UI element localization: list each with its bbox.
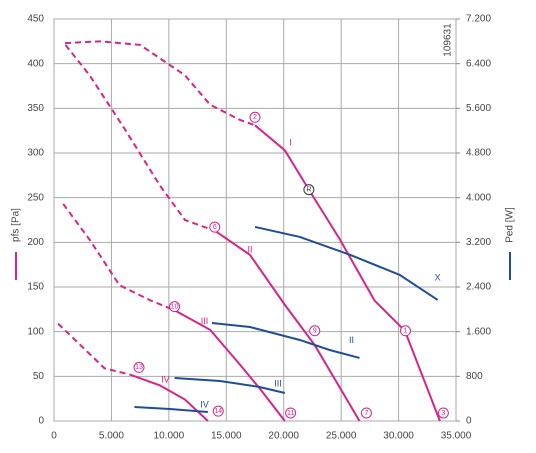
- y2-tick-label: 1.600: [466, 326, 491, 337]
- annotation: 13: [135, 364, 143, 371]
- curve: [211, 321, 360, 359]
- y2-axis-label: Ped [W]: [505, 207, 516, 243]
- label-circle: [249, 111, 261, 123]
- y-tick-label: 350: [27, 103, 44, 114]
- annotation: III: [274, 379, 282, 389]
- annotation: X: [435, 272, 441, 282]
- annotation: I: [289, 138, 292, 148]
- y2-tick-label: 0: [466, 416, 472, 427]
- curve: [174, 309, 286, 422]
- x-tick-label: 25.000: [326, 431, 357, 442]
- y-tick-label: 150: [27, 282, 44, 293]
- curve: [174, 376, 286, 394]
- y-tick-label: 100: [27, 326, 44, 337]
- annotation: III: [201, 316, 209, 326]
- label-circle: [303, 184, 315, 196]
- curve: [134, 405, 208, 414]
- curve: [57, 322, 131, 376]
- curve: [214, 229, 361, 422]
- annotation: IV: [161, 374, 170, 384]
- annotation: 6: [213, 224, 217, 231]
- x-tick-label: 15.000: [211, 431, 242, 442]
- annotation: II: [349, 335, 354, 345]
- curve: [64, 40, 256, 127]
- y2-tick-label: 2.400: [466, 282, 491, 293]
- label-circle: [209, 221, 221, 233]
- plot-area: [53, 18, 457, 422]
- y2-tick-label: 5.600: [466, 103, 491, 114]
- curve: [254, 225, 439, 301]
- annotation: II: [247, 245, 252, 255]
- curve: [64, 44, 216, 232]
- label-circle: [212, 405, 224, 417]
- y2-tick-label: 4.800: [466, 148, 491, 159]
- label-circle: [360, 407, 372, 419]
- chart-code: 109631: [443, 23, 454, 57]
- y2-tick-label: 6.400: [466, 58, 491, 69]
- y-tick-label: 200: [27, 237, 44, 248]
- annotation: R: [306, 186, 311, 193]
- label-circle: [399, 325, 411, 337]
- x-tick-label: 0: [51, 431, 57, 442]
- curve: [62, 203, 175, 312]
- annotation: 7: [364, 410, 368, 417]
- y2-tick-label: 7.200: [466, 14, 491, 25]
- annotation: IV: [200, 399, 209, 409]
- y-tick-label: 250: [27, 192, 44, 203]
- annotation: 3: [441, 410, 445, 417]
- annotation: 1: [404, 328, 408, 335]
- annotation: 14: [214, 408, 222, 415]
- annotation: 9: [313, 328, 317, 335]
- y-tick-label: 450: [27, 14, 44, 25]
- y2-tick-label: 800: [466, 371, 483, 382]
- annotation: 2: [253, 114, 257, 121]
- x-tick-label: 20.000: [268, 431, 299, 442]
- x-tick-label: 5.000: [99, 431, 124, 442]
- y2-tick-label: 4.000: [466, 192, 491, 203]
- annotation: 11: [287, 410, 294, 417]
- x-tick-label: 10.000: [154, 431, 185, 442]
- annotation: 10: [171, 303, 179, 310]
- label-circle: [309, 325, 321, 337]
- label-circle: [133, 361, 145, 373]
- label-circle: [437, 407, 449, 419]
- y-tick-label: 400: [27, 58, 44, 69]
- y-tick-label: 300: [27, 148, 44, 159]
- label-circle: [169, 301, 181, 313]
- label-circle: [285, 407, 297, 419]
- y-tick-label: 50: [33, 371, 45, 382]
- y-axis-label: pfs [Pa]: [11, 208, 22, 242]
- y2-tick-label: 3.200: [466, 237, 491, 248]
- x-tick-label: 30.000: [383, 431, 414, 442]
- x-tick-label: 35.000: [441, 431, 472, 442]
- y-tick-label: 0: [38, 416, 44, 427]
